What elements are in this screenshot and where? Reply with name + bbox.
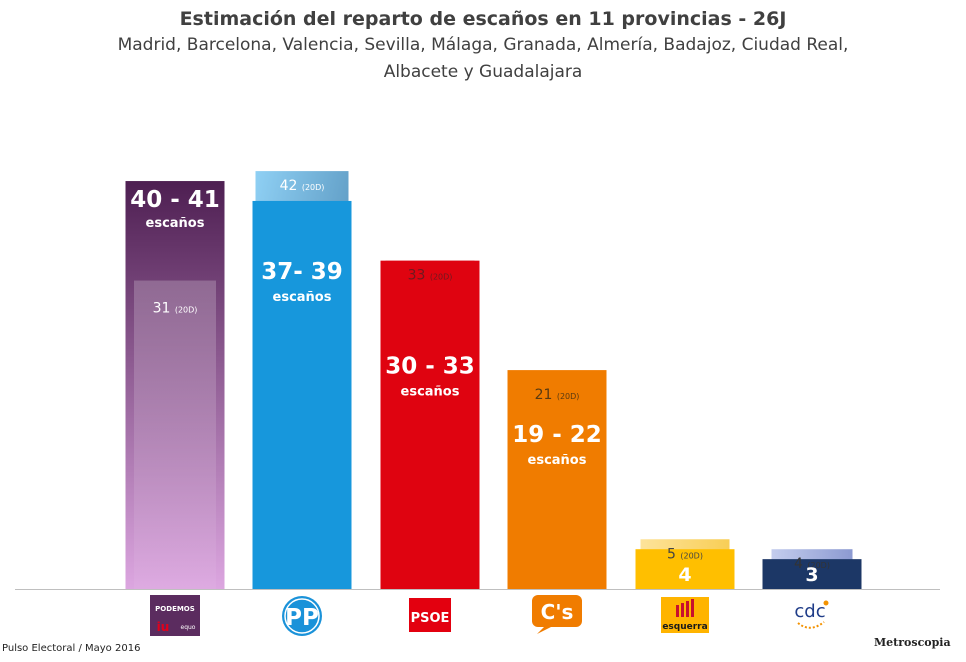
cs-logo-text: C's — [541, 600, 574, 624]
prev-label-2: 33 (20D) — [408, 268, 453, 284]
bar-unit-psoe: escaños — [401, 385, 460, 400]
pp-logo-ring — [284, 598, 320, 634]
bar-label-psoe: 30 - 33 — [385, 354, 475, 380]
bar-cdc — [762, 559, 862, 589]
cdc-dot-icon — [823, 600, 829, 606]
pp-logo — [282, 596, 322, 636]
psoe-logo-text: PSOE — [411, 611, 450, 626]
bar-psoe — [380, 260, 480, 589]
bar-label-pp: 37- 39 — [261, 259, 343, 285]
esquerra-logo — [661, 597, 709, 633]
bar-label-podemos: 40 - 41 — [130, 187, 220, 213]
equo-logo-text: equo — [181, 624, 196, 631]
bar-label-cdc: 3 — [805, 564, 818, 586]
esquerra-star-icon — [676, 599, 694, 617]
prev-label-5: 4 (20D) — [794, 556, 830, 572]
cdc-logo-text: cdc — [794, 601, 825, 622]
bar-label-esquerra: 4 — [678, 564, 691, 586]
bar-prev-podemos — [134, 280, 216, 589]
prev-label-0: 31 (20D) — [153, 301, 198, 317]
esquerra-logo-text: esquerra — [662, 622, 707, 632]
prev-label-3: 21 (20D) — [535, 387, 580, 403]
bar-label-cs: 19 - 22 — [512, 422, 602, 448]
cs-logo — [532, 595, 582, 627]
bar-unit-cs: escaños — [528, 453, 587, 468]
prev-label-1: 42 (20D) — [280, 178, 325, 194]
cdc-smile-icon — [797, 621, 825, 629]
chart-title: Estimación del reparto de escaños en 11 … — [179, 8, 787, 30]
cs-logo-tail — [537, 626, 553, 634]
bar-esquerra — [635, 549, 735, 589]
bar-pp — [252, 200, 352, 589]
bar-cs — [507, 370, 607, 589]
bar-unit-pp: escaños — [273, 290, 332, 305]
psoe-logo — [409, 598, 451, 632]
chart-subtitle: Madrid, Barcelona, Valencia, Sevilla, Má… — [117, 35, 849, 82]
bar-unit-podemos: escaños — [146, 216, 205, 231]
iu-logo-text: iu — [157, 620, 170, 634]
source-note: Pulso Electoral / Mayo 2016 — [2, 643, 141, 654]
chart-titles: Estimación del reparto de escaños en 11 … — [0, 6, 966, 86]
pp-logo-text: PP — [285, 605, 319, 631]
podemos-logo-text: PODEMOS — [155, 605, 195, 613]
podemos-logo — [150, 595, 200, 636]
prev-label-4: 5 (20D) — [667, 546, 703, 562]
brand-logo: Metroscopia — [874, 636, 951, 649]
